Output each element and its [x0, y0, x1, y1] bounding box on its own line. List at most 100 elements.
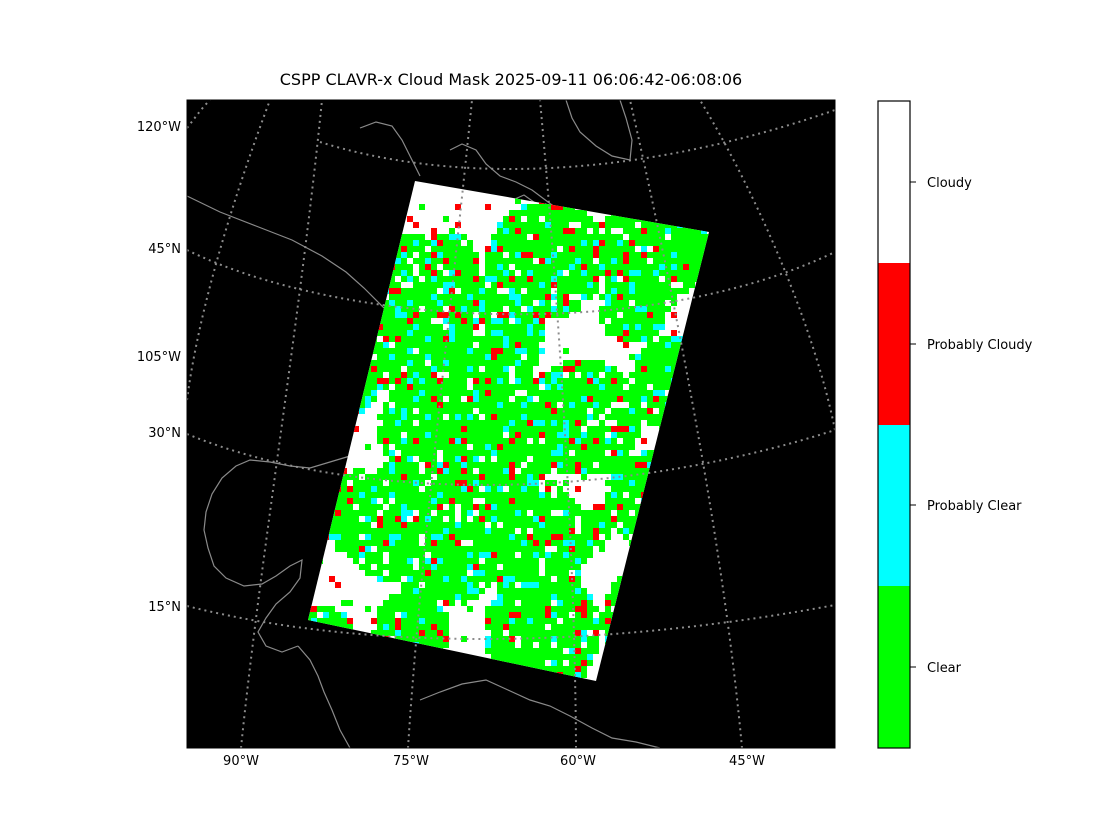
cloud-mask-pixel	[419, 594, 425, 600]
cloud-mask-pixel	[473, 438, 479, 444]
cloud-mask-pixel	[623, 396, 629, 402]
cloud-mask-pixel	[347, 498, 353, 504]
cloud-mask-pixel	[407, 624, 413, 630]
cloud-mask-pixel	[629, 252, 635, 258]
cloud-mask-pixel	[653, 414, 659, 420]
cloud-mask-pixel	[545, 510, 551, 516]
cloud-mask-pixel	[455, 468, 461, 474]
cloud-mask-pixel	[599, 618, 605, 624]
cloud-mask-pixel	[491, 378, 497, 384]
cloud-mask-pixel	[455, 528, 461, 534]
cloud-mask-pixel	[557, 216, 563, 222]
cloud-mask-pixel	[401, 516, 407, 522]
cloud-mask-pixel	[653, 228, 659, 234]
cloud-mask-pixel	[629, 330, 635, 336]
cloud-mask-pixel	[641, 330, 647, 336]
cloud-mask-pixel	[383, 576, 389, 582]
cloud-mask-pixel	[485, 294, 491, 300]
cloud-mask-pixel	[431, 300, 437, 306]
cloud-mask-pixel	[413, 312, 419, 318]
cloud-mask-pixel	[413, 330, 419, 336]
cloud-mask-pixel	[611, 330, 617, 336]
cloud-mask-pixel	[431, 636, 437, 642]
cloud-mask-pixel	[449, 264, 455, 270]
cloud-mask-pixel	[587, 390, 593, 396]
cloud-mask-pixel	[455, 402, 461, 408]
cloud-mask-pixel	[467, 348, 473, 354]
cloud-mask-pixel	[575, 570, 581, 576]
cloud-mask-pixel	[587, 402, 593, 408]
cloud-mask-pixel	[605, 468, 611, 474]
cloud-mask-pixel	[599, 516, 605, 522]
cloud-mask-pixel	[539, 420, 545, 426]
cloud-mask-pixel	[497, 324, 503, 330]
cloud-mask-pixel	[419, 312, 425, 318]
cloud-mask-pixel	[359, 408, 365, 414]
cloud-mask-pixel	[419, 456, 425, 462]
cloud-mask-pixel	[419, 288, 425, 294]
cloud-mask-pixel	[515, 306, 521, 312]
cloud-mask-pixel	[401, 252, 407, 258]
cloud-mask-pixel	[503, 552, 509, 558]
cloud-mask-pixel	[449, 390, 455, 396]
cloud-mask-pixel	[695, 246, 701, 252]
cloud-mask-pixel	[635, 354, 641, 360]
cloud-mask-pixel	[341, 510, 347, 516]
cloud-mask-pixel	[617, 492, 623, 498]
cloud-mask-pixel	[503, 222, 509, 228]
cloud-mask-pixel	[401, 546, 407, 552]
cloud-mask-pixel	[617, 324, 623, 330]
cloud-mask-pixel	[359, 498, 365, 504]
cloud-mask-pixel	[449, 282, 455, 288]
cloud-mask-pixel	[539, 492, 545, 498]
cloud-mask-pixel	[431, 492, 437, 498]
cloud-mask-pixel	[641, 276, 647, 282]
cloud-mask-pixel	[347, 618, 353, 624]
cloud-mask-pixel	[515, 258, 521, 264]
cloud-mask-pixel	[611, 222, 617, 228]
cloud-mask-pixel	[575, 546, 581, 552]
cloud-mask-pixel	[509, 354, 515, 360]
cloud-mask-pixel	[581, 210, 587, 216]
cloud-mask-pixel	[371, 480, 377, 486]
cloud-mask-pixel	[443, 522, 449, 528]
cloud-mask-pixel	[503, 498, 509, 504]
cloud-mask-pixel	[365, 546, 371, 552]
cloud-mask-pixel	[497, 636, 503, 642]
cloud-mask-pixel	[515, 498, 521, 504]
cloud-mask-pixel	[431, 270, 437, 276]
cloud-mask-pixel	[521, 414, 527, 420]
cloud-mask-pixel	[401, 240, 407, 246]
cloud-mask-pixel	[563, 402, 569, 408]
cloud-mask-pixel	[533, 420, 539, 426]
cloud-mask-pixel	[443, 402, 449, 408]
cloud-mask-pixel	[503, 474, 509, 480]
cloud-mask-pixel	[683, 276, 689, 282]
cloud-mask-pixel	[545, 300, 551, 306]
cloud-mask-pixel	[629, 480, 635, 486]
cloud-mask-pixel	[533, 342, 539, 348]
cloud-mask-pixel	[647, 336, 653, 342]
cloud-mask-pixel	[539, 306, 545, 312]
cloud-mask-pixel	[515, 540, 521, 546]
cloud-mask-pixel	[521, 348, 527, 354]
cloud-mask-pixel	[665, 288, 671, 294]
cloud-mask-pixel	[449, 558, 455, 564]
cloud-mask-pixel	[635, 312, 641, 318]
cloud-mask-pixel	[629, 468, 635, 474]
cloud-mask-pixel	[521, 270, 527, 276]
cloud-mask-pixel	[419, 282, 425, 288]
cloud-mask-pixel	[545, 612, 551, 618]
cloud-mask-pixel	[503, 342, 509, 348]
cloud-mask-pixel	[461, 366, 467, 372]
cloud-mask-pixel	[347, 516, 353, 522]
cloud-mask-pixel	[443, 240, 449, 246]
cloud-mask-pixel	[611, 468, 617, 474]
cloud-mask-pixel	[401, 468, 407, 474]
cloud-mask-pixel	[383, 444, 389, 450]
cloud-mask-pixel	[425, 240, 431, 246]
cloud-mask-pixel	[461, 276, 467, 282]
cloud-mask-pixel	[557, 456, 563, 462]
cloud-mask-pixel	[461, 246, 467, 252]
cloud-mask-pixel	[503, 426, 509, 432]
